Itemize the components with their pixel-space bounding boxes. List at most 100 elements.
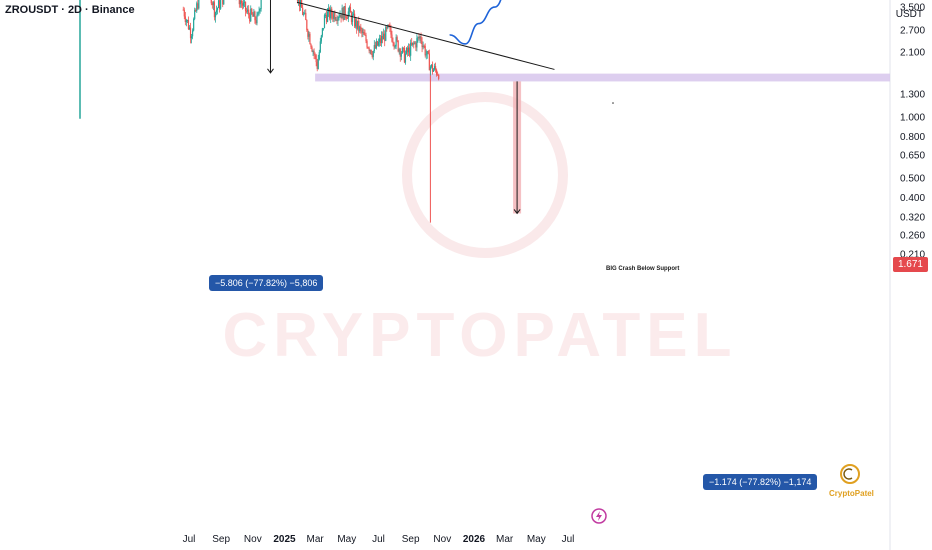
x-tick-label: May: [337, 534, 356, 545]
candle-body: [254, 11, 256, 21]
candle-body: [297, 0, 300, 2]
candle-body: [194, 9, 196, 19]
candle-body: [212, 2, 214, 5]
candle-body: [315, 55, 317, 63]
y-tick-label: 3.500: [900, 3, 925, 14]
candle-body: [369, 49, 371, 51]
x-tick-label: 2025: [273, 534, 296, 545]
candle-body: [216, 7, 219, 11]
descending-trendline[interactable]: [296, 1, 555, 70]
candle-body: [424, 45, 426, 56]
candle-body: [260, 0, 262, 9]
y-tick-label: 2.700: [900, 25, 925, 36]
x-tick-label: 2026: [463, 534, 486, 545]
candle-body: [373, 45, 375, 52]
candle-body: [198, 0, 200, 9]
candle-body: [339, 14, 341, 18]
candle-body: [184, 16, 186, 23]
candle-body: [404, 53, 407, 63]
candle-body: [423, 45, 425, 47]
candle-body: [321, 28, 323, 36]
candle-body: [336, 19, 338, 21]
candle-body: [334, 12, 336, 20]
measure-label-1[interactable]: −5.806 (−77.82%) −5,806: [209, 275, 324, 291]
candle-body: [240, 0, 243, 4]
candle-body: [396, 37, 398, 41]
candle-body: [436, 69, 438, 75]
symbol-label[interactable]: ZROUSDT · 2D · Binance: [5, 4, 135, 16]
candle-body: [401, 47, 403, 54]
y-tick-label: 0.260: [900, 231, 925, 242]
candle-body: [313, 51, 315, 55]
y-tick-label: 0.500: [900, 173, 925, 184]
candle-body: [320, 35, 322, 42]
candle-body: [410, 42, 412, 56]
candle-body: [330, 8, 332, 19]
candle-body: [250, 8, 252, 22]
candle-body: [437, 74, 439, 76]
y-tick-label: 0.650: [900, 150, 925, 161]
candle-body: [312, 51, 314, 53]
candle-body: [186, 20, 189, 22]
candle-body: [182, 9, 184, 11]
candle-body: [338, 17, 340, 19]
candle-body: [244, 1, 247, 12]
candle-body: [190, 36, 193, 39]
x-tick-label: Mar: [307, 534, 325, 545]
candle-body: [322, 28, 325, 30]
candle-body: [389, 26, 391, 28]
candle-body: [311, 47, 313, 52]
candle-body: [422, 45, 424, 48]
candle-body: [304, 12, 306, 14]
candle-body: [431, 64, 434, 72]
candle-body: [391, 34, 393, 42]
candle-body: [380, 35, 383, 43]
candle-body: [418, 37, 420, 39]
candle-body: [246, 11, 248, 13]
candle-body: [376, 41, 379, 46]
candle-body: [378, 38, 381, 42]
support-zone-label: BIG Crash Below Support: [606, 266, 680, 272]
candle-body: [258, 11, 260, 13]
candle-body: [377, 41, 380, 46]
candle-body: [316, 62, 318, 69]
flash-icon[interactable]: [591, 508, 607, 524]
candle-body: [426, 51, 428, 55]
candle-body: [417, 37, 419, 39]
y-tick-label: 1.000: [900, 113, 925, 124]
candle-body: [415, 42, 417, 48]
candle-body: [355, 19, 357, 27]
measure-label-2[interactable]: −1.174 (−77.82%) −1,174: [703, 474, 818, 490]
support-zone[interactable]: [315, 73, 891, 82]
candle-body: [214, 12, 217, 18]
x-tick-label: Mar: [496, 534, 514, 545]
y-tick-label: 0.800: [900, 132, 925, 143]
candle-body: [358, 20, 360, 32]
candle-body: [370, 49, 372, 54]
candle-body: [318, 52, 320, 60]
candle-body: [307, 30, 309, 37]
projection-path[interactable]: [449, 0, 563, 45]
candle-body: [414, 42, 416, 44]
candle-body: [366, 41, 368, 48]
candle-body: [428, 53, 430, 71]
candle-body: [390, 27, 392, 35]
x-tick-label: Sep: [212, 534, 230, 545]
candle-body: [357, 20, 359, 29]
candle-body: [337, 17, 339, 21]
candle-body: [371, 53, 373, 57]
candle-body: [192, 30, 194, 37]
candle-body: [425, 54, 427, 56]
candle-body: [372, 51, 374, 57]
candle-body: [332, 15, 334, 19]
candle-body: [384, 33, 386, 41]
candle-body: [239, 0, 241, 5]
candle-body: [308, 33, 310, 37]
candle-body: [257, 12, 259, 15]
candle-body: [223, 0, 225, 5]
candle-body: [259, 8, 261, 12]
candle-body: [383, 33, 385, 40]
currency-label: USDT: [895, 9, 923, 20]
candle-body: [197, 3, 199, 9]
